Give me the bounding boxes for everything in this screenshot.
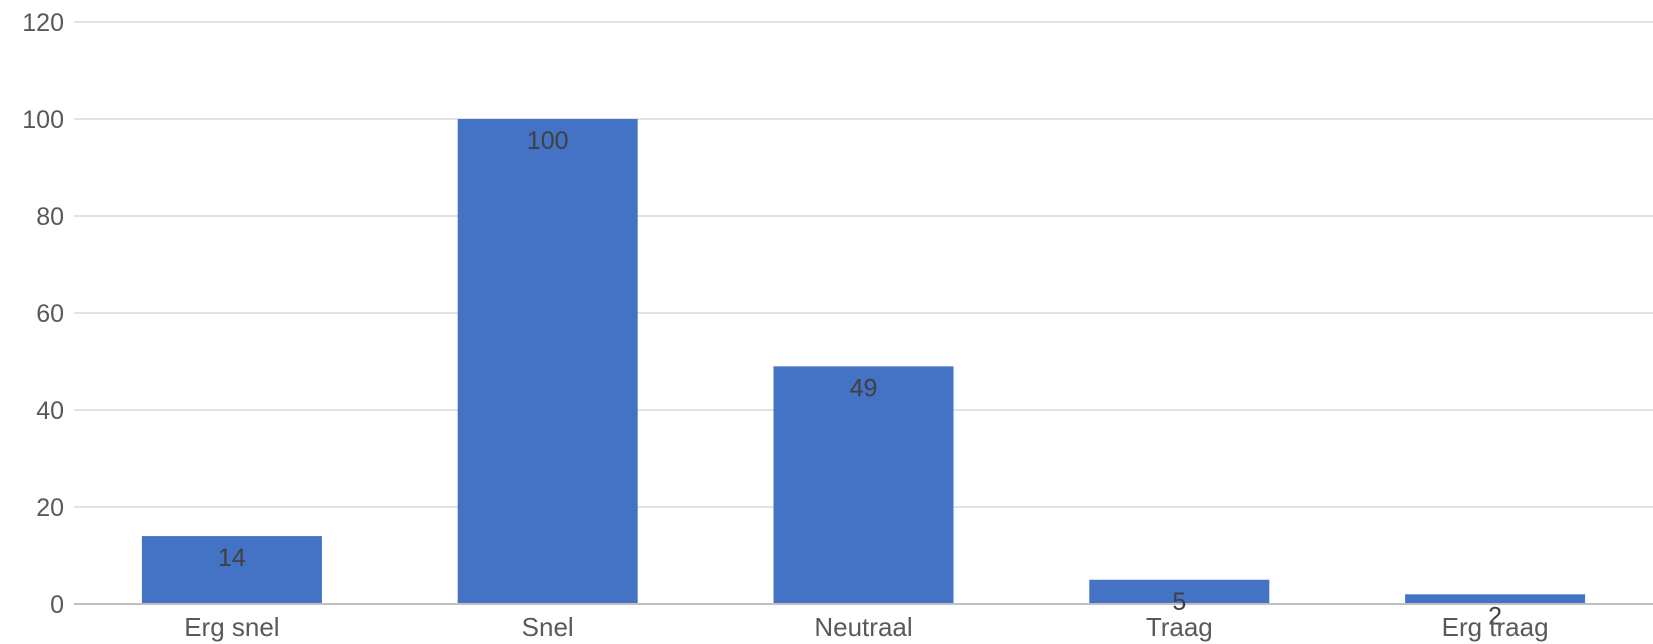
bars <box>141 119 1586 604</box>
y-tick-label: 120 <box>22 9 64 37</box>
x-category-label: Erg snel <box>184 612 279 642</box>
bar <box>773 366 954 604</box>
bar <box>1089 579 1270 604</box>
y-tick-label: 60 <box>36 300 64 328</box>
bar <box>457 119 638 604</box>
y-tick-label: 100 <box>22 106 64 134</box>
x-category-label: Neutraal <box>814 612 912 642</box>
data-label: 2 <box>1488 602 1502 630</box>
data-label: 5 <box>1172 588 1186 616</box>
y-tick-label: 40 <box>36 397 64 425</box>
data-label: 100 <box>527 127 569 155</box>
x-category-label: Traag <box>1146 612 1213 642</box>
y-tick-label: 20 <box>36 494 64 522</box>
data-labels: 14 100 49 5 2 <box>218 127 1502 630</box>
x-category-label: Snel <box>522 612 574 642</box>
gridlines <box>74 21 1653 508</box>
y-tick-label: 80 <box>36 203 64 231</box>
bar <box>1405 594 1586 604</box>
x-axis-category-labels: Erg snel Snel Neutraal Traag Erg traag <box>184 612 1548 642</box>
y-tick-label: 0 <box>50 591 64 619</box>
bar <box>141 536 322 604</box>
x-category-label: Erg traag <box>1442 612 1549 642</box>
data-label: 49 <box>850 374 878 402</box>
y-axis-tick-labels: 0 20 40 60 80 100 120 <box>22 9 64 619</box>
data-label: 14 <box>218 544 246 572</box>
